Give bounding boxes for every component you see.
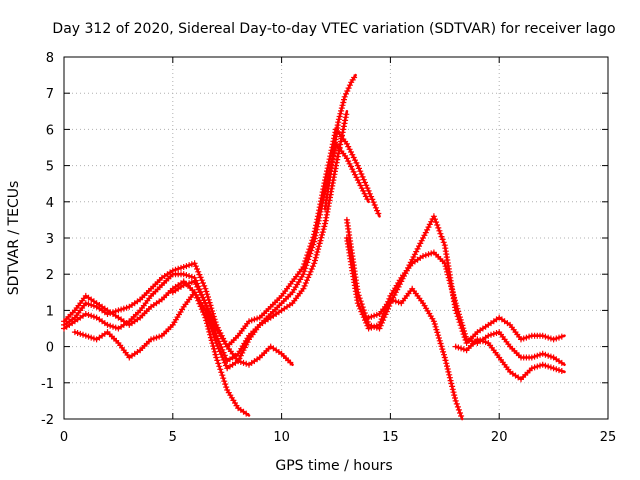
x-tick-label: 10 — [273, 430, 290, 445]
x-tick-label: 15 — [382, 430, 399, 445]
x-axis-label: GPS time / hours — [275, 458, 392, 474]
y-tick-label: -2 — [41, 413, 54, 428]
y-tick-label: 2 — [46, 268, 54, 283]
series-track-8 — [343, 235, 566, 366]
y-tick-label: 5 — [46, 160, 54, 175]
y-tick-label: 6 — [46, 123, 54, 138]
series-track-5 — [322, 73, 358, 212]
y-axis-label: SDTVAR / TECUs — [6, 181, 22, 296]
series-markers — [322, 74, 358, 212]
series-markers — [169, 278, 294, 368]
series-track-9 — [365, 285, 465, 421]
y-tick-label: 3 — [46, 232, 54, 247]
x-tick-label: 20 — [491, 430, 508, 445]
series-markers — [343, 235, 565, 366]
y-tick-label: 7 — [46, 87, 54, 102]
series-markers — [61, 126, 382, 350]
series-track-10 — [452, 336, 566, 383]
series-track-2 — [61, 140, 371, 365]
y-tick-label: 1 — [46, 304, 54, 319]
y-tick-label: 4 — [46, 196, 54, 211]
y-tick-label: -1 — [41, 377, 54, 392]
series-markers — [71, 111, 350, 372]
chart-title: Day 312 of 2020, Sidereal Day-to-day VTE… — [52, 21, 615, 37]
grid — [64, 57, 608, 419]
series-markers — [365, 285, 465, 419]
y-axis-ticks: -2 -1 0 1 2 3 4 5 6 7 8 — [41, 51, 608, 428]
x-tick-label: 25 — [600, 430, 617, 445]
series-group — [61, 73, 566, 421]
x-tick-label: 0 — [60, 430, 68, 445]
y-tick-label: 0 — [46, 341, 54, 356]
x-axis-ticks: 0 5 10 15 20 25 — [60, 57, 616, 445]
series-track-4 — [71, 110, 350, 372]
series-track-6 — [169, 278, 294, 368]
series-markers — [452, 336, 565, 383]
y-tick-label: 8 — [46, 51, 54, 66]
x-tick-label: 5 — [169, 430, 177, 445]
